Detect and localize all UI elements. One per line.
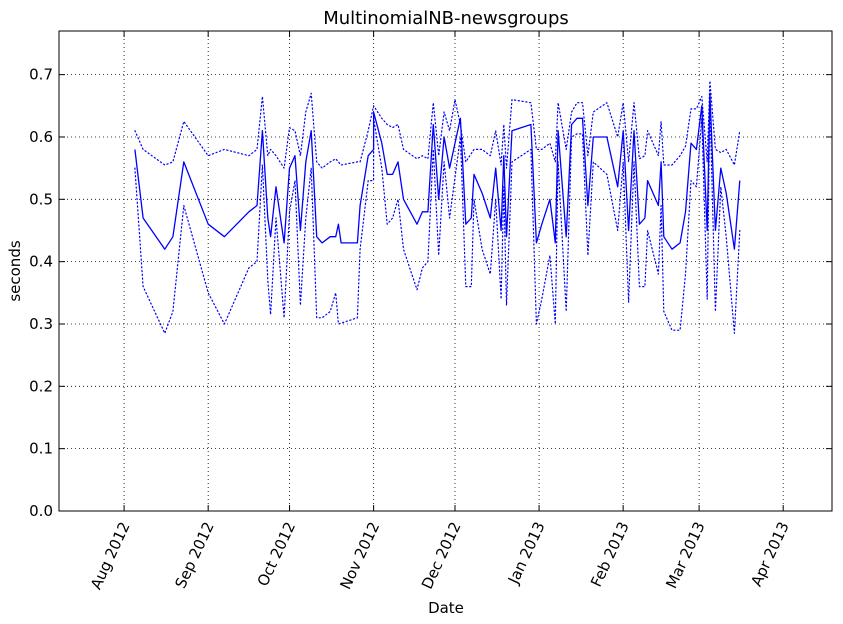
x-tick-label: Aug 2012 <box>87 519 134 592</box>
chart-title: MultinomialNB-newsgroups <box>323 8 569 29</box>
x-tick-label: Jan 2013 <box>504 519 549 587</box>
x-tick-label: Dec 2012 <box>418 519 465 592</box>
x-tick-label: Nov 2012 <box>336 519 383 592</box>
y-tick-label: 0.3 <box>29 315 53 333</box>
y-tick-label: 0.2 <box>29 377 53 395</box>
x-tick-label: Apr 2013 <box>747 519 792 589</box>
x-axis: Aug 2012 Sep 2012 Oct 2012 Nov 2012 Dec 2012… <box>87 31 793 592</box>
y-tick-label: 0.6 <box>29 128 53 146</box>
x-tick-label: Sep 2012 <box>171 519 217 591</box>
y-tick-label: 0.1 <box>29 440 53 458</box>
y-tick-label: 0.4 <box>29 253 53 271</box>
series-line-mean <box>134 92 741 250</box>
series-line-bound-1 <box>134 80 741 169</box>
x-axis-label: Date <box>428 599 464 617</box>
y-axis: 0.0 0.1 0.2 0.3 0.4 0.5 0.6 0.7 <box>29 66 832 520</box>
grid <box>59 31 832 512</box>
series-layer <box>134 80 741 334</box>
y-tick-label: 0.7 <box>29 66 53 84</box>
x-tick-label: Feb 2013 <box>587 519 633 590</box>
x-tick-label: Oct 2012 <box>254 519 299 589</box>
y-tick-label: 0.0 <box>29 502 53 520</box>
y-tick-label: 0.5 <box>29 190 53 208</box>
x-tick-label: Mar 2013 <box>662 519 708 591</box>
plot-frame <box>58 30 833 512</box>
series-line-bound-2 <box>134 102 741 334</box>
y-axis-label: seconds <box>6 240 24 301</box>
